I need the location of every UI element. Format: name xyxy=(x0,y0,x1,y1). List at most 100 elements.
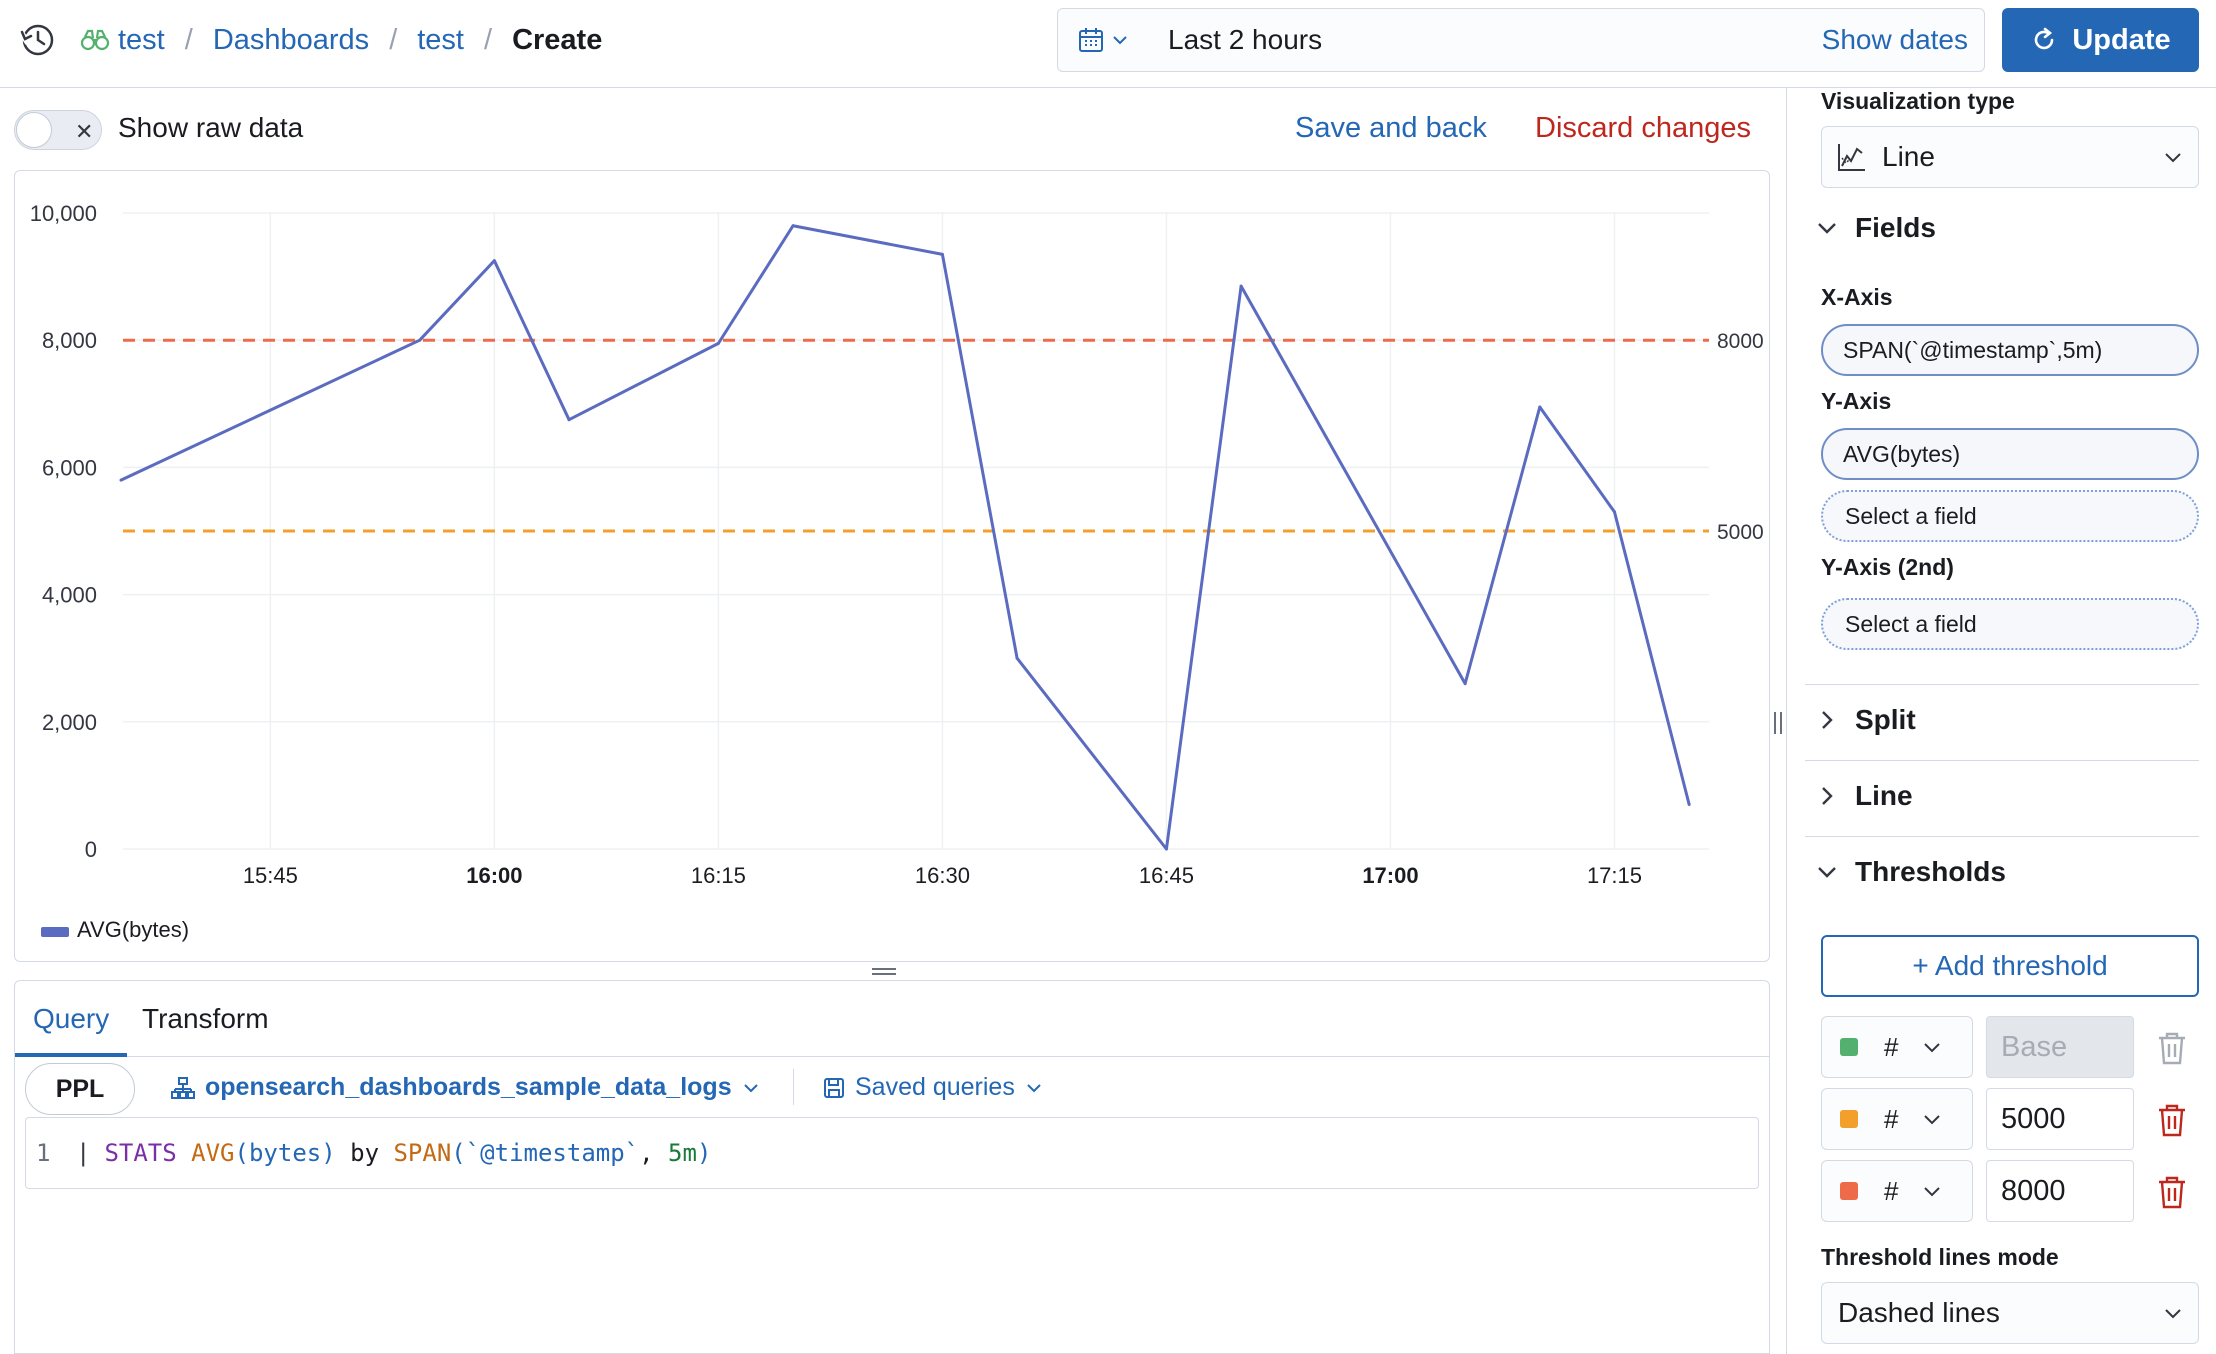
tab-query[interactable]: Query xyxy=(33,1003,110,1034)
saved-queries-button[interactable]: Saved queries xyxy=(823,1073,1043,1102)
data-point xyxy=(1612,510,1616,514)
chevron-down-icon xyxy=(1818,867,1836,878)
chevron-down-icon xyxy=(2165,153,2181,163)
panel-resize-icon[interactable] xyxy=(1772,710,1784,736)
tab-transform[interactable]: Transform xyxy=(142,1003,269,1034)
line-section-toggle[interactable]: Line xyxy=(1815,780,1913,812)
show-raw-data-label: Show raw data xyxy=(118,112,304,143)
divider xyxy=(1805,684,2199,685)
split-section-title: Split xyxy=(1855,704,1916,735)
y-axis-add-field[interactable]: Select a field xyxy=(1821,490,2199,542)
hash-symbol: # xyxy=(1884,1103,1899,1134)
query-panel: Query Transform PPL opensearch_dashboard… xyxy=(14,980,1770,1354)
datasource-name: opensearch_dashboards_sample_data_logs xyxy=(205,1073,732,1101)
breadcrumb-link-test[interactable]: test xyxy=(118,23,165,56)
show-dates-link[interactable]: Show dates xyxy=(1821,24,1968,55)
divider xyxy=(1805,836,2199,837)
resize-handle-icon[interactable] xyxy=(870,966,898,976)
show-raw-data-toggle[interactable]: ✕ xyxy=(14,110,102,150)
query-editor[interactable]: 1 | STATS AVG(bytes) by SPAN(`@timestamp… xyxy=(25,1117,1759,1189)
y-axis-2nd-add-field[interactable]: Select a field xyxy=(1821,598,2199,650)
refresh-icon xyxy=(2035,27,2054,50)
breadcrumb: test / Dashboards / test / Create xyxy=(80,18,602,62)
data-point xyxy=(1463,682,1467,686)
fields-section-toggle[interactable]: Fields xyxy=(1815,212,1936,244)
data-point xyxy=(1015,656,1019,660)
discard-changes-button[interactable]: Discard changes xyxy=(1535,112,1751,144)
binoculars-icon xyxy=(80,29,110,51)
time-range-label[interactable]: Last 2 hours xyxy=(1168,24,1323,55)
threshold-color-picker[interactable]: # xyxy=(1821,1016,1973,1078)
breadcrumb-link-dashboards[interactable]: Dashboards xyxy=(212,23,370,56)
datasource-selector[interactable]: opensearch_dashboards_sample_data_logs xyxy=(171,1073,760,1102)
calendar-icon xyxy=(1079,28,1103,52)
data-point xyxy=(716,341,720,345)
code-token: SPAN xyxy=(393,1139,452,1167)
code-token: ( xyxy=(234,1139,249,1167)
thresholds-section-toggle[interactable]: Thresholds xyxy=(1815,856,2006,888)
x-tick-label: 16:15 xyxy=(691,863,746,888)
y-tick-label: 10,000 xyxy=(30,201,97,226)
data-point xyxy=(567,418,571,422)
data-point xyxy=(1687,802,1691,806)
color-swatch xyxy=(1840,1182,1858,1200)
history-icon[interactable] xyxy=(18,20,58,60)
x-tick-label: 17:15 xyxy=(1587,863,1642,888)
code-token: ) xyxy=(696,1139,712,1167)
x-axis-field[interactable]: SPAN(`@timestamp`,5m) xyxy=(1821,324,2199,376)
y-axis-field[interactable]: AVG(bytes) xyxy=(1821,428,2199,480)
y-tick-label: 8,000 xyxy=(42,328,97,353)
query-tabs: Query Transform xyxy=(15,981,1769,1057)
x-tick-label: 16:45 xyxy=(1139,863,1194,888)
save-and-back-button[interactable]: Save and back xyxy=(1295,112,1487,144)
config-panel: Visualization type Line Fields X-Axis SP… xyxy=(1786,88,2216,1354)
update-button[interactable]: Update xyxy=(2002,8,2199,72)
threshold-label: 8000 xyxy=(1717,330,1764,353)
breadcrumb-separator: / xyxy=(389,23,398,56)
code-token: , xyxy=(639,1139,654,1167)
code-token: ) xyxy=(321,1139,336,1167)
y-tick-label: 2,000 xyxy=(42,710,97,735)
line-chart: 0 2,000 4,000 6,000 8,000 10,000 15:45 16:00 16:… xyxy=(30,201,1764,942)
threshold-value-input: Base xyxy=(1986,1016,2134,1078)
y-tick-label: 0 xyxy=(85,837,97,862)
trash-icon[interactable] xyxy=(2155,1102,2189,1138)
data-point xyxy=(1164,847,1168,851)
hash-symbol: # xyxy=(1884,1175,1899,1206)
split-section-toggle[interactable]: Split xyxy=(1815,704,1916,736)
breadcrumb-current: Create xyxy=(512,23,603,56)
code-token: bytes xyxy=(248,1139,322,1167)
quick-menu-button[interactable] xyxy=(1058,9,1148,71)
x-tick-label: 16:00 xyxy=(466,863,522,888)
code-token: 5m xyxy=(668,1139,697,1167)
breadcrumb-separator: / xyxy=(484,23,493,56)
threshold-row: #8000 xyxy=(1821,1160,2216,1222)
divider xyxy=(793,1069,794,1105)
toggle-knob xyxy=(16,112,52,148)
line-chart-icon xyxy=(1838,144,1865,171)
threshold-color-picker[interactable]: # xyxy=(1821,1088,1973,1150)
breadcrumb-separator: / xyxy=(184,23,193,56)
trash-icon[interactable] xyxy=(2155,1174,2189,1210)
chevron-down-icon xyxy=(1924,1115,1941,1125)
x-tick-label: 15:45 xyxy=(243,863,298,888)
x-axis-label: X-Axis xyxy=(1821,284,1893,310)
data-point xyxy=(940,252,944,256)
data-point xyxy=(119,478,123,482)
threshold-value-input[interactable]: 5000 xyxy=(1986,1088,2134,1150)
add-threshold-button[interactable]: + Add threshold xyxy=(1821,935,2199,997)
breadcrumb-link-dashboard[interactable]: test xyxy=(417,23,464,56)
language-selector[interactable]: PPL xyxy=(25,1063,135,1115)
threshold-value-input[interactable]: 8000 xyxy=(1986,1160,2134,1222)
line-number: 1 xyxy=(36,1139,51,1167)
threshold-mode-label: Threshold lines mode xyxy=(1821,1244,2059,1270)
threshold-color-picker[interactable]: # xyxy=(1821,1160,1973,1222)
chevron-down-icon xyxy=(2165,1309,2181,1319)
threshold-mode-select[interactable]: Dashed lines xyxy=(1821,1282,2199,1344)
code-token: AVG xyxy=(191,1139,235,1167)
threshold-label: 5000 xyxy=(1717,521,1764,544)
visualization-type-select[interactable]: Line xyxy=(1821,126,2199,188)
visualization-type-value: Line xyxy=(1882,141,1935,172)
index-pattern-icon xyxy=(171,1076,195,1099)
chevron-down-icon xyxy=(1924,1043,1941,1053)
